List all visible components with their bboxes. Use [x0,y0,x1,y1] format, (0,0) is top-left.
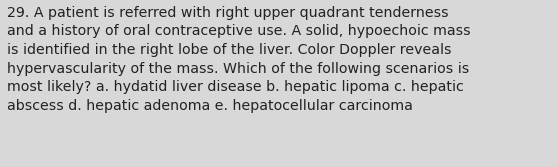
Text: 29. A patient is referred with right upper quadrant tenderness
and a history of : 29. A patient is referred with right upp… [7,6,471,113]
